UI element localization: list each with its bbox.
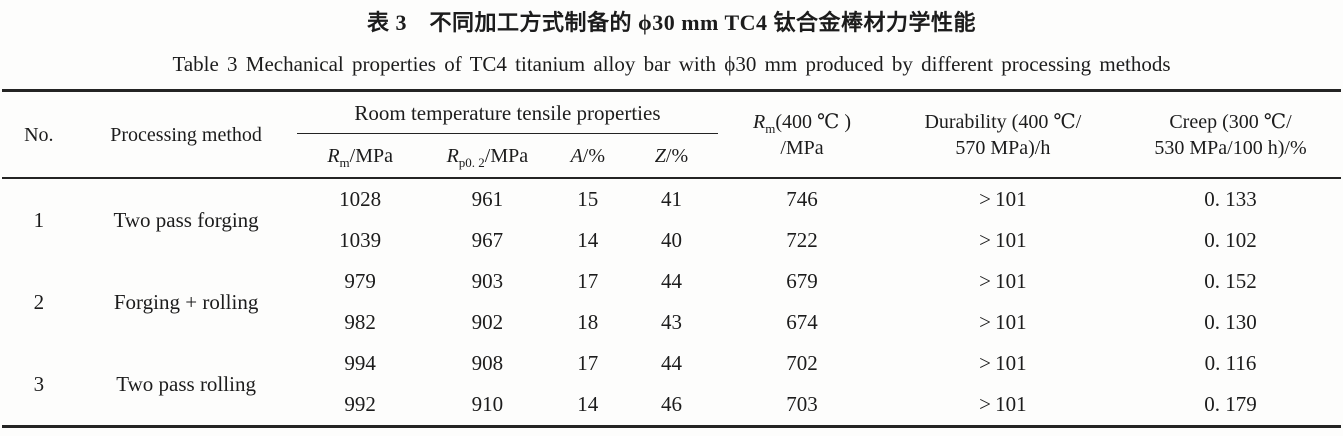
cell-durability: > 101 <box>979 228 1027 252</box>
rm-400-line1: Rm(400 ℃ ) <box>720 109 883 135</box>
table-row: 2 Forging + rolling 979 903 17 44 679 > … <box>2 261 1341 314</box>
durability-line1: Durability (400 ℃/ <box>924 110 1082 133</box>
cell-no: 3 <box>33 371 45 396</box>
table-row: 992 910 14 46 703 > 101 0. 179 <box>2 384 1341 427</box>
cell-a: 15 <box>577 187 599 211</box>
col-header-reduction-z: Z/% <box>625 134 719 179</box>
cell-rp02: 961 <box>471 187 504 211</box>
rm-400-line2: /MPa <box>780 136 824 159</box>
cell-no: 2 <box>33 289 45 314</box>
creep-line2: 530 MPa/100 h)/% <box>1154 136 1307 159</box>
cell-rp02: 908 <box>471 351 504 375</box>
col-header-elongation-a: A/% <box>551 134 625 179</box>
cell-durability: > 101 <box>979 269 1027 293</box>
cell-rm400: 746 <box>786 187 818 211</box>
cell-a: 14 <box>577 392 599 416</box>
cell-rm: 1039 <box>339 228 382 252</box>
cell-creep: 0. 102 <box>1204 228 1257 252</box>
table-body: 1 Two pass forging 1028 961 15 41 746 > … <box>2 178 1341 427</box>
cell-durability: > 101 <box>979 187 1027 211</box>
symbol-A-italic: A <box>570 144 583 167</box>
table-header: No. Processing method Room temperature t… <box>2 90 1341 179</box>
cell-processing-method: Forging + rolling <box>113 289 259 314</box>
col-header-creep: Creep (300 ℃/ 530 MPa/100 h)/% <box>1120 91 1341 179</box>
cell-rm400: 679 <box>786 269 818 293</box>
col-header-processing-method: Processing method <box>110 123 262 146</box>
cell-durability: > 101 <box>979 351 1027 375</box>
cell-creep: 0. 116 <box>1204 351 1257 375</box>
subscript-p02: p0. 2 <box>458 154 485 170</box>
symbol-R-italic: R <box>446 144 459 167</box>
cell-rm: 994 <box>344 351 376 375</box>
table-title-chinese: 表 3 不同加工方式制备的 ϕ30 mm TC4 钛合金棒材力学性能 <box>366 10 977 35</box>
symbol-R-italic: R <box>327 144 340 167</box>
symbol-Z-italic: Z <box>654 144 666 167</box>
rm-400-unit: (400 ℃ ) <box>775 110 852 133</box>
table-title-english: Table 3 Mechanical properties of TC4 tit… <box>172 52 1171 76</box>
cell-creep: 0. 133 <box>1204 187 1257 211</box>
cell-creep: 0. 179 <box>1204 392 1257 416</box>
cell-rm400: 702 <box>786 351 818 375</box>
table-row: 982 902 18 43 674 > 101 0. 130 <box>2 302 1341 343</box>
cell-processing-method: Two pass forging <box>113 207 259 232</box>
cell-creep: 0. 130 <box>1204 310 1257 334</box>
cell-z: 43 <box>660 310 682 334</box>
cell-z: 40 <box>660 228 682 252</box>
col-header-no: No. <box>24 123 54 146</box>
cell-z: 44 <box>660 351 682 375</box>
table-row: 1039 967 14 40 722 > 101 0. 102 <box>2 220 1341 261</box>
cell-rp02: 967 <box>471 228 504 252</box>
col-header-durability: Durability (400 ℃/ 570 MPa)/h <box>886 91 1120 179</box>
a-unit: /% <box>582 144 605 167</box>
cell-z: 46 <box>660 392 682 416</box>
col-header-rm: Rm/MPa <box>297 134 424 179</box>
rm-unit: /MPa <box>349 144 393 167</box>
cell-z: 41 <box>660 187 682 211</box>
cell-rp02: 910 <box>471 392 504 416</box>
table-row: 1 Two pass forging 1028 961 15 41 746 > … <box>2 178 1341 232</box>
cell-z: 44 <box>660 269 682 293</box>
cell-durability: > 101 <box>979 392 1027 416</box>
cell-a: 14 <box>577 228 599 252</box>
durability-line2: 570 MPa)/h <box>955 136 1051 159</box>
creep-line1: Creep (300 ℃/ <box>1169 110 1292 133</box>
col-header-rp02: Rp0. 2/MPa <box>424 134 551 179</box>
cell-rm400: 703 <box>786 392 818 416</box>
subscript-m: m <box>339 154 350 170</box>
rp02-unit: /MPa <box>484 144 529 167</box>
cell-rm: 982 <box>344 310 376 334</box>
header-row-sub: Rm/MPa Rp0. 2/MPa A/% Z/% <box>2 134 1341 179</box>
cell-a: 17 <box>577 269 599 293</box>
cell-rm400: 674 <box>786 310 818 334</box>
cell-no: 1 <box>33 207 45 232</box>
header-row-top: No. Processing method Room temperature t… <box>2 90 1341 159</box>
cell-a: 18 <box>577 310 599 334</box>
table-row: 3 Two pass rolling 994 908 17 44 702 > 1… <box>2 343 1341 396</box>
cell-rm: 1028 <box>339 187 382 211</box>
cell-rp02: 902 <box>471 310 504 334</box>
cell-rm400: 722 <box>786 228 818 252</box>
cell-rm: 992 <box>344 392 376 416</box>
mechanical-properties-table: No. Processing method Room temperature t… <box>2 89 1341 428</box>
cell-rp02: 903 <box>471 269 504 293</box>
cell-processing-method: Two pass rolling <box>116 371 256 396</box>
symbol-R-italic: R <box>752 110 766 133</box>
col-group-room-temp-tensile: Room temperature tensile properties <box>296 90 719 134</box>
cell-rm: 979 <box>344 269 376 293</box>
cell-creep: 0. 152 <box>1204 269 1257 293</box>
subscript-m: m <box>765 120 776 136</box>
cell-durability: > 101 <box>979 310 1027 334</box>
col-header-rm-400: Rm(400 ℃ ) /MPa <box>718 91 885 179</box>
cell-a: 17 <box>577 351 599 375</box>
z-unit: /% <box>665 144 689 167</box>
